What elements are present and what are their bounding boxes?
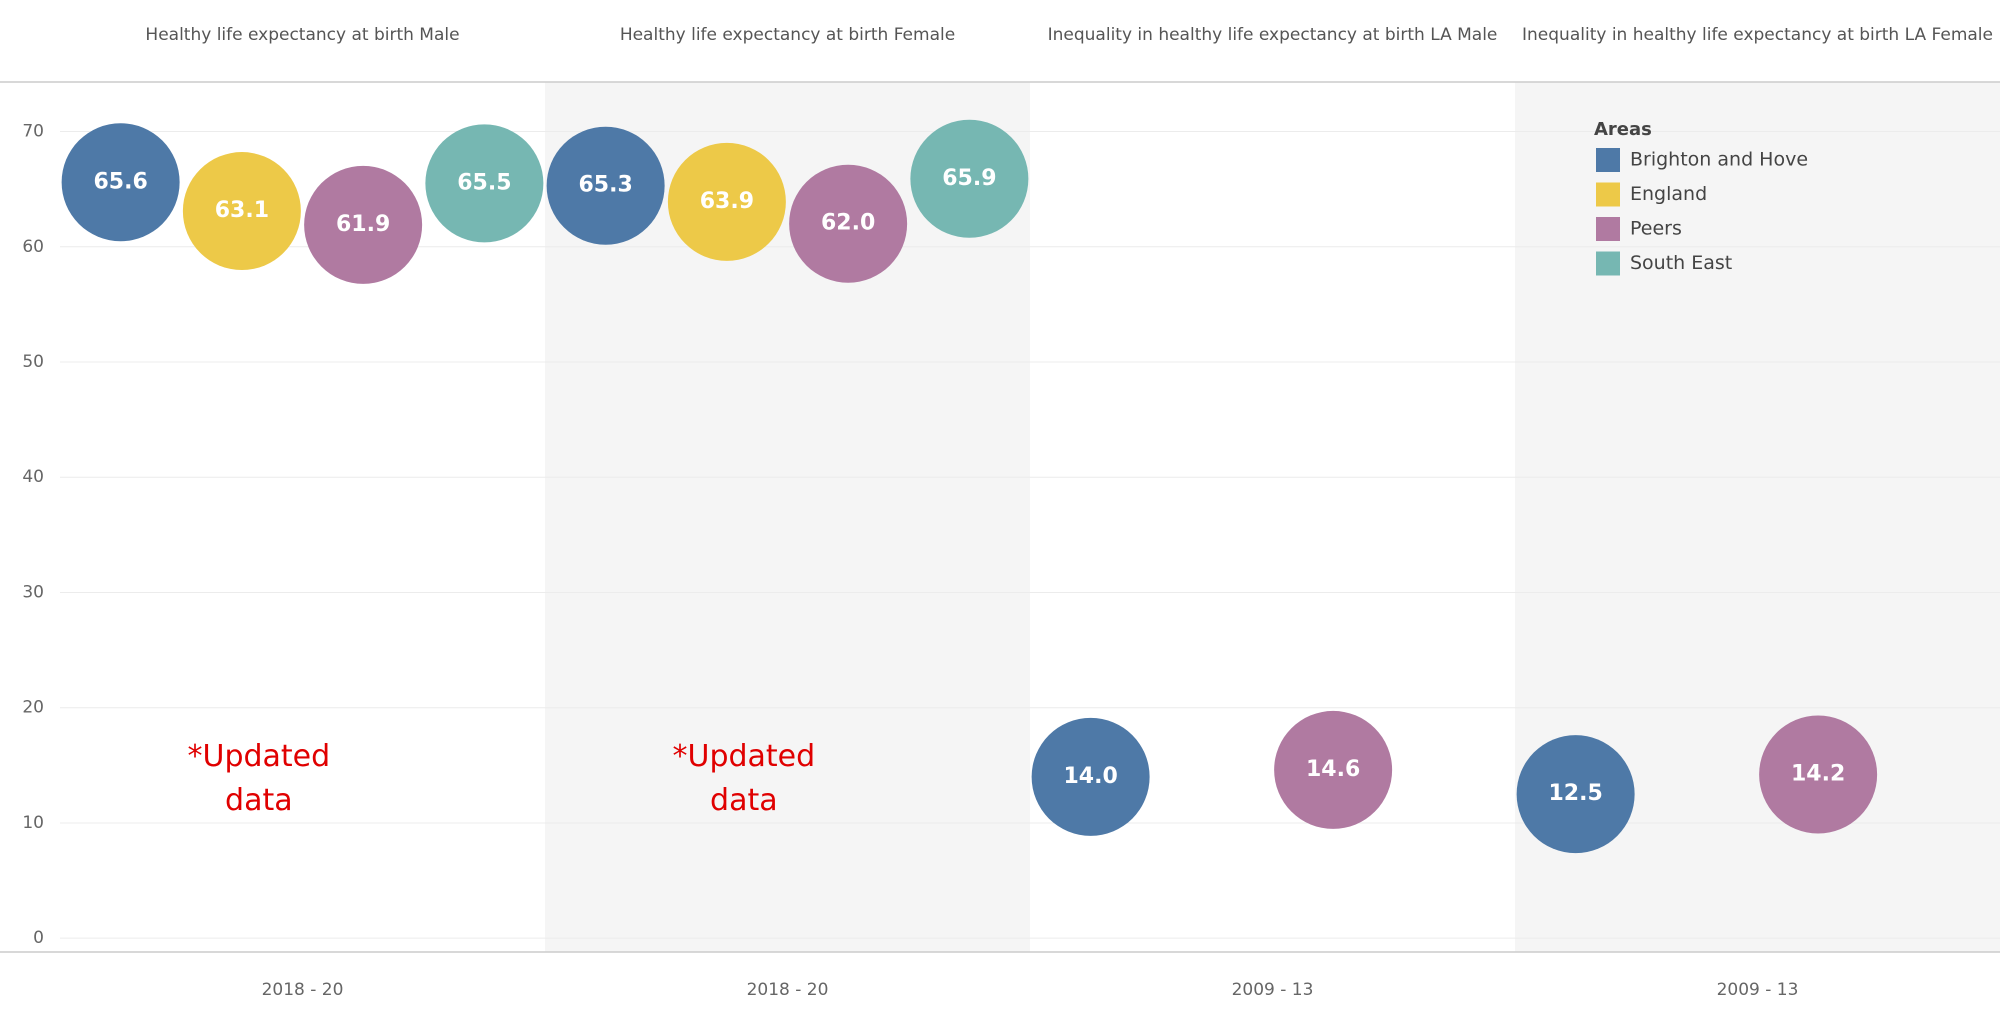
bubble: [61, 123, 180, 242]
legend-label: South East: [1630, 252, 1732, 274]
legend-label: England: [1630, 183, 1707, 205]
bubble: [425, 124, 544, 243]
data-label: 65.6: [93, 169, 147, 194]
legend-label: Peers: [1630, 218, 1682, 240]
bubble: [910, 119, 1029, 238]
bubble: [546, 126, 665, 245]
y-tick-label: 10: [22, 813, 44, 833]
legend-swatch: [1596, 148, 1620, 172]
panel-header: Healthy life expectancy at birth Male: [145, 25, 460, 45]
legend-swatch: [1596, 217, 1620, 241]
legend-title: Areas: [1594, 119, 1652, 140]
panel-header: Inequality in healthy life expectancy at…: [1522, 25, 1993, 45]
data-label: 63.1: [215, 198, 269, 223]
data-label: 14.2: [1791, 762, 1845, 787]
data-label: 62.0: [821, 211, 875, 236]
bubble: [1274, 710, 1393, 829]
y-tick-label: 20: [22, 698, 44, 718]
y-tick-label: 40: [22, 467, 44, 487]
data-label: 61.9: [336, 212, 390, 237]
legend-swatch: [1596, 182, 1620, 207]
annotation: *Updated data: [672, 739, 816, 818]
x-tick-label: 2018 - 20: [746, 980, 829, 1000]
y-tick-label: 50: [22, 352, 44, 372]
bubble: [304, 165, 423, 284]
data-label: 65.5: [457, 170, 511, 195]
y-tick-label: 70: [22, 122, 44, 142]
panel-header: Healthy life expectancy at birth Female: [619, 25, 956, 45]
data-label: 63.9: [700, 189, 754, 214]
data-label: 65.3: [578, 173, 632, 198]
y-tick-label: 60: [22, 237, 44, 257]
bubble: [789, 164, 908, 283]
bubble: [667, 142, 786, 261]
y-tick-label: 30: [22, 582, 44, 602]
x-tick-label: 2018 - 20: [261, 980, 344, 1000]
legend-swatch: [1596, 251, 1620, 276]
panel-header: Inequality in healthy life expectancy at…: [1047, 25, 1498, 45]
data-label: 12.5: [1548, 781, 1602, 806]
legend-label: Brighton and Hove: [1630, 149, 1808, 171]
annotation: *Updated data: [187, 739, 331, 818]
bubble: [1516, 735, 1635, 854]
data-label: 14.0: [1063, 764, 1117, 789]
data-label: 14.6: [1306, 757, 1360, 782]
y-tick-label: 0: [33, 928, 44, 948]
x-tick-label: 2009 - 13: [1716, 980, 1799, 1000]
bubble: [1759, 715, 1878, 834]
bubble: [182, 152, 301, 271]
x-tick-label: 2009 - 13: [1231, 980, 1314, 1000]
data-label: 65.9: [942, 166, 996, 191]
bubble: [1031, 717, 1150, 836]
